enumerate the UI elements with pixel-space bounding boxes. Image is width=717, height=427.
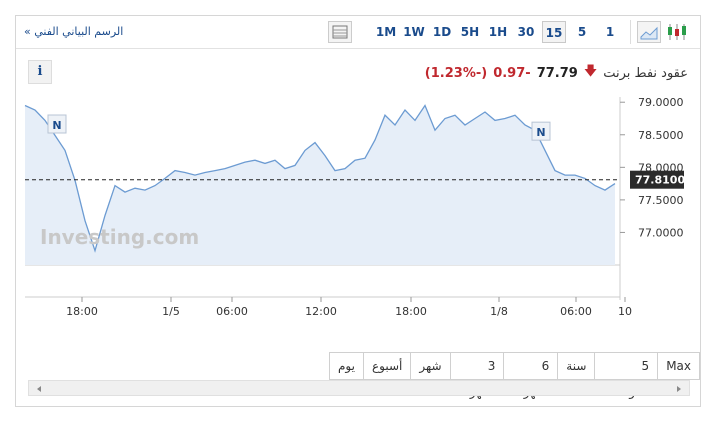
change: -0.97 (493, 65, 531, 81)
x-tick-label: 1/5 (162, 305, 180, 318)
range-button[interactable]: أسبوع (362, 353, 410, 379)
interval-button[interactable]: 1W (403, 25, 425, 39)
quote: عقود نفط برنت 🡇 77.79 -0.97 (-1.23%) (425, 62, 688, 84)
news-marker (531, 121, 551, 141)
area (25, 105, 615, 265)
info-button[interactable]: i (28, 60, 52, 84)
price: 77.79 (536, 65, 578, 81)
instrument-name: عقود نفط برنت (603, 65, 688, 81)
interval-button[interactable]: 5H (460, 25, 480, 39)
interval-button[interactable]: 15 (542, 21, 566, 43)
candle-chart-icon[interactable] (665, 21, 691, 43)
last-value-label: 77.8100 (635, 174, 685, 187)
table-icon[interactable] (328, 21, 352, 43)
range-button[interactable]: 3 أشهر (449, 353, 504, 399)
interval-button[interactable]: 1H (488, 25, 508, 39)
toolbar: الرسم البياني الفني » 1M 1W 1D 5H 1H 30 15 5 1 (16, 16, 700, 49)
news-marker-label: N (52, 119, 61, 132)
scrollbar[interactable] (28, 380, 690, 396)
range-button[interactable]: Max (657, 353, 699, 379)
news-marker (47, 114, 67, 134)
y-tick-label: 79.0000 (638, 96, 684, 109)
range-button[interactable]: شهر (410, 353, 449, 379)
range-button[interactable]: يوم (338, 359, 355, 373)
interval-button[interactable]: 1D (432, 25, 452, 39)
scroll-arrows (37, 386, 681, 392)
interval-button[interactable]: 5 (577, 25, 587, 39)
interval-button[interactable]: 1 (605, 25, 615, 39)
x-tick-label: 18:00 (395, 305, 427, 318)
x-tick-label: 1/8 (490, 305, 508, 318)
y-tick-label: 77.5000 (638, 194, 684, 207)
range-button[interactable]: 5 سنوات (594, 353, 657, 399)
technical-chart-link[interactable]: الرسم البياني الفني » (24, 25, 124, 38)
x-tick-label: 12:00 (305, 305, 337, 318)
y-tick-label: 78.5000 (638, 129, 684, 142)
price-line (24, 104, 616, 253)
y-tick-label: 77.0000 (638, 226, 684, 239)
widget: الرسم البياني الفني » 1M 1W 1D 5H 1H 30 15 5 1 i… (15, 15, 701, 407)
x-tick-label: 10 (618, 305, 632, 318)
interval-bar: 1M 1W 1D 5H 1H 30 15 5 1 (328, 20, 691, 44)
last-value-box (630, 170, 684, 189)
interval-button[interactable]: 1M (375, 25, 397, 39)
news-marker-label: N (536, 126, 545, 139)
change-percent: (-1.23%) (424, 65, 488, 81)
range-button[interactable]: 6 أشهر (503, 353, 557, 399)
chart: 77.000077.500078.000078.500079.000018:00… (24, 96, 685, 318)
x-tick-label: 06:00 (560, 305, 592, 318)
interval-button[interactable]: 30 (517, 25, 535, 39)
x-tick-label: 06:00 (216, 305, 248, 318)
area-chart-icon[interactable] (637, 21, 661, 43)
separator (630, 20, 631, 44)
watermark: Investing.com (40, 225, 199, 249)
range-button[interactable]: سنة (557, 353, 594, 379)
down-arrow: 🡇 (583, 64, 598, 79)
x-tick-label: 18:00 (66, 305, 98, 318)
